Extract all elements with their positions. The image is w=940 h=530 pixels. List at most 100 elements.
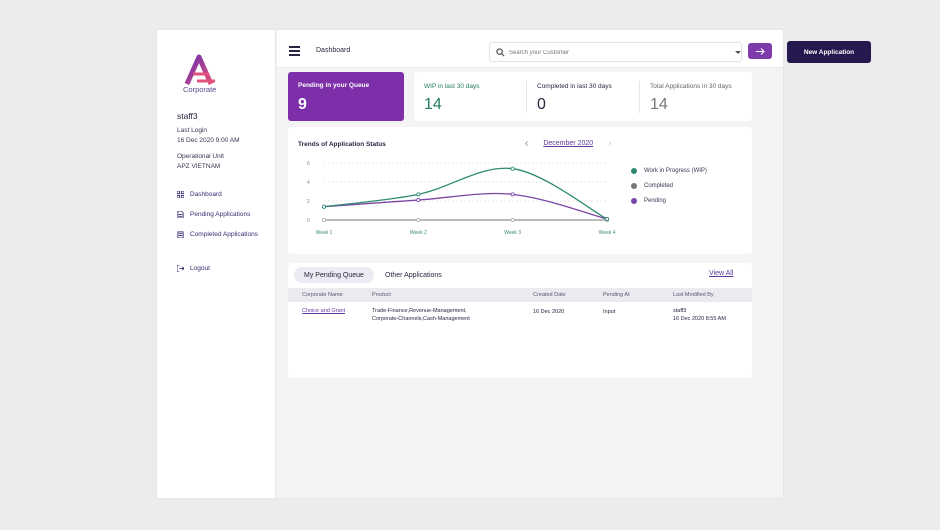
data-point	[510, 166, 515, 171]
month-label[interactable]: December 2020	[543, 140, 594, 147]
pending-queue-label: Pending in your Queue	[298, 82, 370, 89]
stat-divider	[639, 81, 640, 113]
operational-unit: Operational Unit APZ VIETNAM	[177, 152, 224, 171]
legend-dot-completed	[631, 183, 637, 189]
nav-dashboard[interactable]: Dashboard	[177, 191, 222, 198]
chevron-right-icon[interactable]: ›	[608, 138, 612, 149]
applications-table-card: My Pending Queue Other Applications View…	[288, 263, 752, 378]
customer-search	[489, 42, 742, 62]
last-login-value: 16 Dec 2020 9:00 AM	[177, 136, 240, 144]
column-header: Created Date	[533, 292, 566, 298]
chevron-down-icon[interactable]	[735, 51, 741, 54]
column-header: Corporate Name	[302, 292, 343, 298]
x-tick-label: Week 3	[504, 230, 521, 236]
x-tick-label: Week 2	[410, 230, 427, 236]
search-input[interactable]	[509, 46, 709, 59]
created-date-cell: 16 Dec 2020	[533, 309, 565, 315]
last-login-label: Last Login	[177, 127, 207, 134]
breadcrumb: Dashboard	[316, 47, 351, 54]
sidebar: Corporate staff3 Last Login 16 Dec 2020 …	[157, 30, 276, 498]
legend-item-completed: Completed	[631, 183, 673, 189]
data-point	[322, 218, 327, 223]
corporate-name-cell: Choice and Grant	[302, 307, 345, 315]
total-label: Total Applications in 30 days	[650, 83, 732, 90]
column-header: Product	[372, 292, 391, 298]
legend-item-pending: Pending	[631, 198, 666, 204]
legend-label-wip: Work in Progress (WIP)	[644, 168, 707, 174]
legend-label-completed: Completed	[644, 183, 674, 189]
y-tick-label: 2	[307, 199, 310, 205]
trends-chart-card: Trends of Application Status ‹ December …	[288, 127, 752, 254]
total-value: 14	[650, 96, 668, 113]
data-point	[416, 218, 421, 223]
logo-text: Corporate	[183, 85, 217, 94]
search-go-button[interactable]	[748, 43, 772, 59]
y-tick-label: 0	[307, 218, 310, 224]
chart-title: Trends of Application Status	[298, 141, 386, 148]
wip-value: 14	[424, 96, 442, 113]
legend-label-pending: Pending	[644, 198, 667, 204]
series-line	[323, 167, 608, 220]
chevron-left-icon[interactable]: ‹	[525, 138, 529, 149]
legend-dot-wip	[631, 168, 637, 174]
nav-pending-applications[interactable]: Pending Applications	[177, 211, 250, 218]
corporate-name-link[interactable]: Choice and Grant	[302, 308, 346, 314]
stat-divider	[526, 81, 527, 113]
x-tick-label: Week 1	[316, 230, 333, 236]
data-point	[416, 198, 421, 203]
arrow-right-icon	[755, 47, 765, 55]
nav-dashboard-label: Dashboard	[190, 191, 222, 198]
data-point	[604, 217, 609, 222]
op-unit-label: Operational Unit	[177, 153, 224, 160]
series-line	[323, 192, 608, 220]
x-tick-label: Week 4	[599, 230, 616, 236]
nav-pending-label: Pending Applications	[190, 211, 251, 218]
data-point	[322, 204, 327, 209]
product-line: Trade-Finance,Revenue-Management,	[372, 308, 467, 314]
last-login: Last Login 16 Dec 2020 9:00 AM	[177, 126, 240, 145]
pending-at-cell: Input	[603, 309, 616, 315]
dashboard-icon	[177, 191, 184, 198]
y-tick-label: 6	[307, 161, 310, 167]
completed-value: 0	[537, 96, 546, 113]
view-all-link[interactable]: View All	[709, 270, 734, 277]
completed-label: Completed in last 30 days	[537, 83, 612, 90]
product-cell: Trade-Finance,Revenue-Management, Corpor…	[372, 307, 470, 323]
user-name: staff3	[177, 111, 198, 121]
modified-at: 16 Dec 2020 8:55 AM	[673, 316, 726, 322]
nav-logout[interactable]: Logout	[177, 265, 210, 272]
tab-my-pending-queue[interactable]: My Pending Queue	[294, 267, 374, 283]
pending-queue-card[interactable]: Pending in your Queue 9	[288, 72, 404, 121]
wip-stat: WIP in last 30 days 14	[414, 72, 526, 121]
nav-logout-label: Logout	[190, 265, 210, 272]
stats-panel: WIP in last 30 days 14 Completed in last…	[414, 72, 752, 121]
tab-other-applications[interactable]: Other Applications	[385, 271, 442, 279]
modified-by: staff3	[673, 308, 687, 314]
total-stat: Total Applications in 30 days 14	[640, 72, 752, 121]
clipboard-icon	[177, 231, 184, 238]
month-navigator: ‹ December 2020 ›	[525, 138, 612, 149]
pending-queue-value: 9	[298, 96, 307, 113]
hamburger-menu-icon[interactable]	[289, 46, 300, 56]
last-modified-cell: staff3 16 Dec 2020 8:55 AM	[673, 307, 726, 323]
corporate-logo	[184, 54, 215, 86]
data-point	[416, 192, 421, 197]
new-application-button[interactable]: New Application	[787, 41, 871, 63]
y-tick-label: 4	[307, 180, 310, 186]
nav-completed-label: Completed Applications	[190, 231, 258, 238]
app-window: Corporate staff3 Last Login 16 Dec 2020 …	[157, 30, 871, 498]
completed-stat: Completed in last 30 days 0	[527, 72, 639, 121]
wip-label: WIP in last 30 days	[424, 83, 480, 90]
table-header: Corporate Name Product Created Date Pend…	[288, 288, 752, 302]
nav-completed-applications[interactable]: Completed Applications	[177, 231, 258, 238]
top-bar: Dashboard New Application	[277, 30, 871, 68]
column-header: Pending At	[603, 292, 630, 298]
logout-icon	[177, 265, 184, 272]
legend-item-wip: Work in Progress (WIP)	[631, 168, 707, 174]
line-chart: 0 2 4 6 Week 1 Week 2 Week 3 Week 4	[307, 161, 616, 236]
product-line: Corporate-Channels,Cash-Management	[372, 316, 470, 322]
search-icon	[496, 48, 505, 57]
op-unit-value: APZ VIETNAM	[177, 162, 221, 170]
column-header: Last Modified By	[673, 292, 714, 298]
document-icon	[177, 211, 184, 218]
